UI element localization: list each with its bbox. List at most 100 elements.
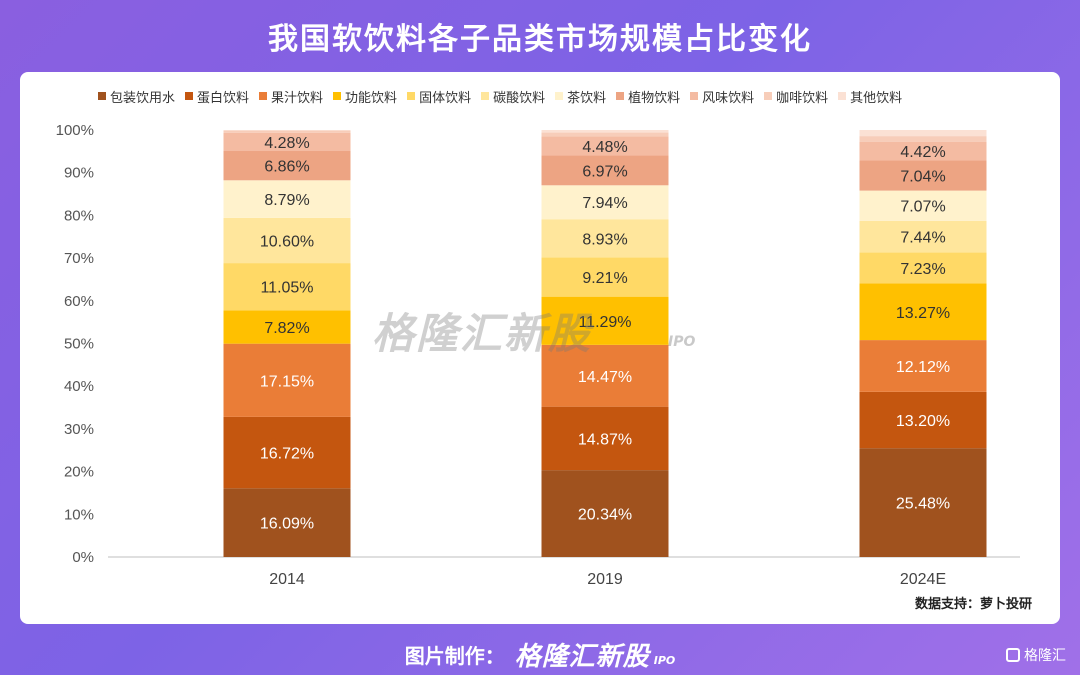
legend-label: 包装饮用水 [110,90,176,106]
data-label: 11.29% [578,314,631,331]
bar-segment [859,190,987,221]
footer-brand: 格隆汇新股 [514,641,650,672]
corner-logo-text: 格隆汇 [1024,648,1066,664]
bar-segment [859,391,987,449]
data-label: 7.07% [900,199,945,216]
data-label: 20.34% [578,507,632,524]
data-label: 25.48% [896,496,950,513]
legend-label: 植物饮料 [628,90,681,106]
legend-item: 功能饮料 [333,86,397,106]
bar-segment [859,448,987,557]
bar-segment [541,344,669,407]
legend-label: 茶饮料 [567,90,607,106]
bar-segment [223,310,351,344]
y-tick-label: 20% [64,464,94,481]
logo-icon [1006,648,1020,662]
corner-logo: 格隆汇 [1006,645,1066,665]
y-tick-label: 50% [64,336,94,353]
data-label: 6.86% [264,159,309,176]
legend-item: 固体饮料 [407,86,471,106]
bar-segment [541,257,669,297]
y-tick-label: 40% [64,378,94,395]
legend: 包装饮用水 蛋白饮料 果汁饮料 功能饮料 固体饮料 碳酸饮料 茶饮料 植物饮料 风味饮料 咖啡饮料… [98,86,1040,106]
data-label: 14.87% [578,431,632,448]
y-tick-label: 100% [56,122,94,139]
legend-swatch [407,92,416,100]
bar-segment [859,283,987,341]
bar-segment [541,185,669,220]
y-tick-label: 30% [64,421,94,438]
data-label: 14.47% [578,369,632,386]
bar-segment [859,130,987,137]
y-tick-label: 80% [64,207,94,224]
data-label: 6.97% [582,163,627,180]
legend-item: 茶饮料 [555,86,606,106]
legend-item: 其他饮料 [838,86,902,106]
footer: 图片制作： 格隆汇新股 IPO [0,633,1080,675]
bar-segment [859,141,987,161]
legend-label: 风味饮料 [702,90,755,106]
data-label: 16.09% [260,516,314,533]
bar-segment [541,132,669,137]
legend-swatch [185,92,194,100]
chart-title: 我国软饮料各子品类市场规模占比变化 [268,22,812,57]
data-label: 8.79% [264,192,309,209]
bar-segment [223,130,351,133]
legend-swatch [764,92,773,100]
bar-segment [541,296,669,345]
bar-segment [223,343,351,417]
y-tick-label: 60% [64,293,94,310]
stacked-bar-chart: 0% 10% 20% 30% 40% 50% 60% 70% 80% 90% 100% 16.09% 1… [56,122,1020,588]
y-tick-label: 0% [72,549,94,566]
bar-segment [541,470,669,557]
watermark-brand: 格隆汇新股 [372,309,593,358]
data-label: 11.05% [260,280,313,297]
watermark-sub: IPO [668,334,696,350]
legend-swatch [481,92,490,100]
bar-segment [541,219,669,258]
legend-swatch [98,92,106,100]
legend-label: 咖啡饮料 [776,90,829,106]
legend-swatch [555,92,564,100]
legend-item: 果汁饮料 [259,86,323,106]
bar-segment [223,180,351,218]
source-note: 数据支持：萝卜投研 [914,597,1032,612]
legend-label: 功能饮料 [345,90,398,106]
legend-item: 碳酸饮料 [481,86,545,106]
bar-segment [223,263,351,311]
data-label: 4.42% [900,144,945,161]
x-tick-label: 2024E [900,571,946,588]
data-label: 12.12% [896,359,950,376]
legend-swatch [616,92,625,100]
legend-label: 碳酸饮料 [493,90,546,106]
bar-segment [223,217,351,264]
bar-segment [859,340,987,392]
data-label: 7.44% [900,230,945,247]
legend-item: 包装饮用水 [98,86,175,106]
data-label: 13.20% [896,413,950,430]
legend-label: 固体饮料 [419,90,472,106]
data-label: 16.72% [260,446,314,463]
bar-segment [541,406,669,471]
legend-label: 其他饮料 [850,90,903,106]
legend-item: 蛋白饮料 [185,86,249,106]
footer-sub: IPO [653,654,676,667]
bar-segment [223,416,351,489]
data-label: 9.21% [582,270,627,287]
data-label: 4.28% [264,135,309,152]
bar-segment [859,160,987,191]
legend-item: 植物饮料 [616,86,680,106]
legend-label: 果汁饮料 [271,90,324,106]
data-label: 7.23% [900,261,945,278]
legend-swatch [838,92,847,100]
data-label: 8.93% [582,231,627,248]
x-tick-label: 2014 [269,571,305,588]
bar-segment [541,130,669,133]
legend-item: 风味饮料 [690,86,754,106]
data-label: 4.48% [582,139,627,156]
data-label: 13.27% [896,305,950,322]
legend-label: 蛋白饮料 [197,90,250,106]
y-tick-label: 90% [64,165,94,182]
bar-segment [859,220,987,253]
data-label: 7.94% [582,195,627,212]
